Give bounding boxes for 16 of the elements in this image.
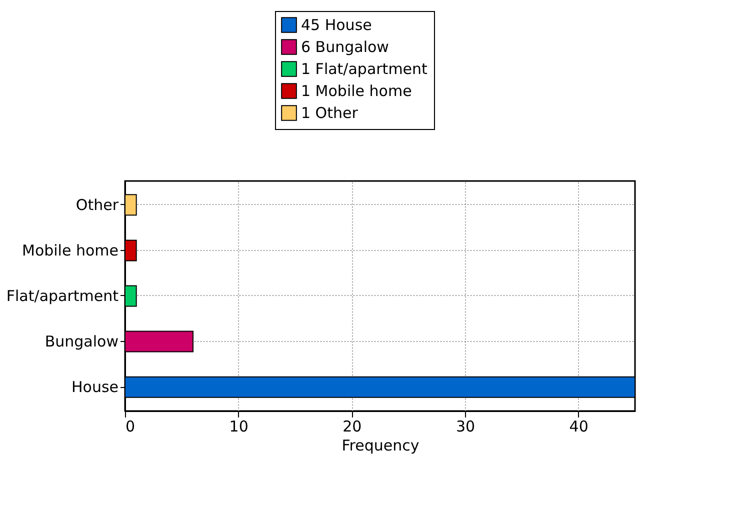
y-tick-label: House	[71, 378, 118, 396]
x-tick-label: 20	[342, 418, 362, 436]
x-axis-title: Frequency	[342, 436, 420, 454]
x-tick-label: 40	[569, 418, 588, 436]
legend-label: 6 Bungalow	[301, 38, 389, 56]
legend-label: 1 Flat/apartment	[301, 60, 428, 78]
x-tick-label: 30	[456, 418, 476, 436]
legend-label: 45 House	[301, 16, 372, 34]
legend-label: 1 Other	[301, 104, 359, 122]
x-tick-label: 10	[229, 418, 248, 436]
y-tick-label: Bungalow	[44, 332, 118, 351]
x-tick-label: 0	[126, 418, 136, 436]
y-tick-label: Mobile home	[22, 241, 118, 260]
y-tick-label: Other	[76, 196, 120, 214]
y-tick-label: Flat/apartment	[6, 287, 119, 305]
legend-label: 1 Mobile home	[301, 82, 412, 100]
